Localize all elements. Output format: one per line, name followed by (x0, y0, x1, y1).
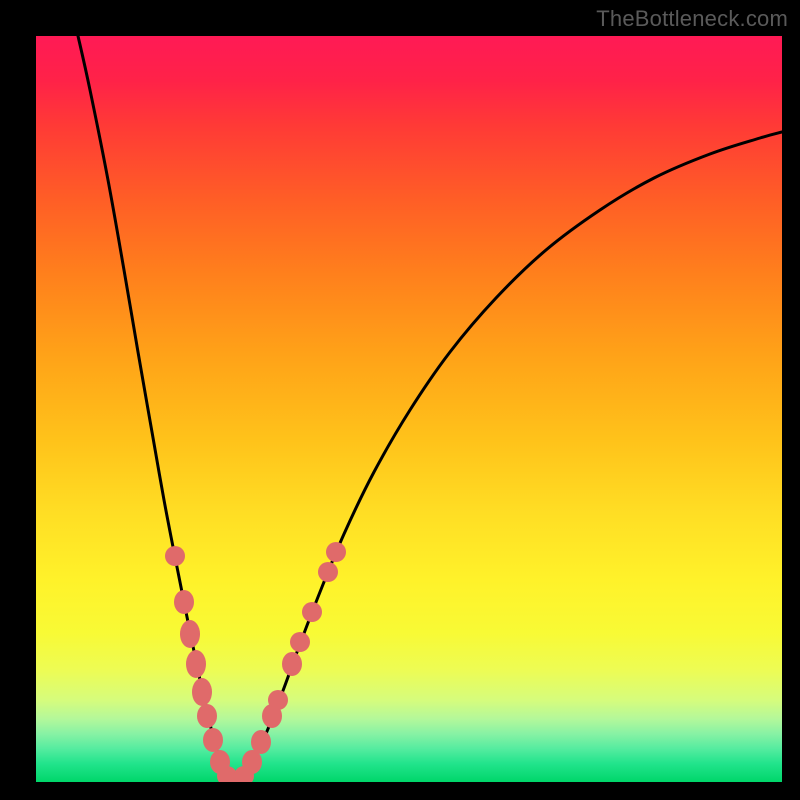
data-marker (180, 620, 200, 648)
bottleneck-chart (0, 0, 800, 800)
data-marker (290, 632, 310, 652)
data-marker (251, 730, 271, 754)
plot-area (36, 36, 782, 792)
data-marker (174, 590, 194, 614)
data-marker (186, 650, 206, 678)
data-marker (203, 728, 223, 752)
watermark-text: TheBottleneck.com (596, 6, 788, 32)
data-marker (318, 562, 338, 582)
data-marker (165, 546, 185, 566)
chart-stage: TheBottleneck.com (0, 0, 800, 800)
data-marker (268, 690, 288, 710)
data-marker (197, 704, 217, 728)
data-marker (282, 652, 302, 676)
data-marker (192, 678, 212, 706)
data-marker (326, 542, 346, 562)
data-marker (302, 602, 322, 622)
